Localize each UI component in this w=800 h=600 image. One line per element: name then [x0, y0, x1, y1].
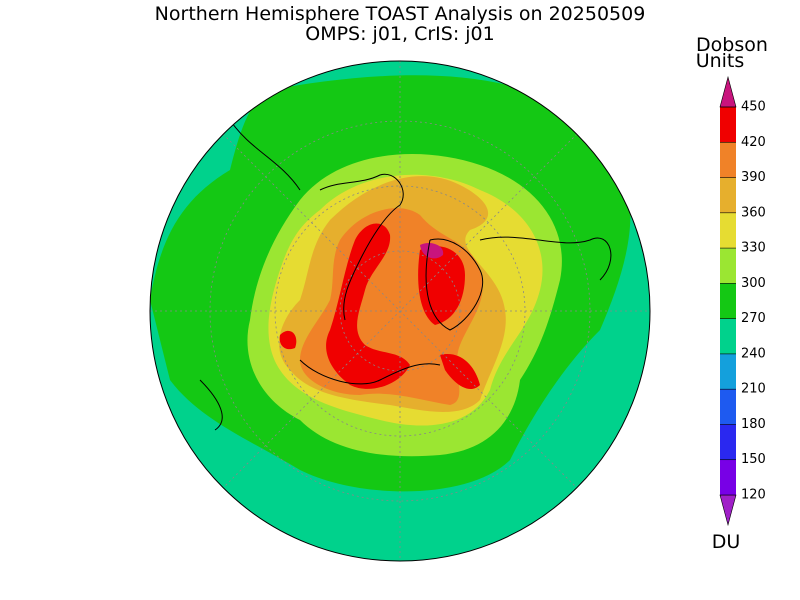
colorbar-segment — [720, 389, 736, 425]
colorbar: 120 150 180 210 240 270 300 330 360 390 420 450 — [719, 75, 766, 527]
colorbar-extend-low — [719, 494, 737, 527]
colorbar-tick-label: 390 — [741, 170, 766, 185]
colorbar-segment — [720, 459, 736, 495]
colorbar-segment — [720, 424, 736, 460]
colorbar-segment — [720, 212, 736, 249]
colorbar-segment — [720, 107, 736, 143]
colorbar-segment — [720, 353, 736, 390]
colorbar-tick-label: 240 — [741, 346, 766, 361]
colorbar-tick-label: 360 — [741, 205, 766, 220]
coastlines — [199, 119, 612, 431]
colorbar-unit: DU — [712, 531, 741, 553]
colorbar-title: Dobson — [696, 34, 768, 56]
colorbar-segment — [720, 318, 736, 354]
map-subtitle: OMPS: j01, CrIS: j01 — [305, 23, 494, 45]
colorbar-tick-label: 210 — [741, 382, 766, 397]
colorbar-tick-label: 180 — [741, 417, 766, 432]
colorbar-segment — [720, 177, 736, 213]
field-band — [279, 223, 480, 390]
colorbar-segment — [720, 248, 736, 284]
colorbar-tick-label: 330 — [741, 241, 766, 256]
colorbar-tick-label: 450 — [741, 100, 766, 115]
map-title: Northern Hemisphere TOAST Analysis on 20… — [155, 3, 646, 25]
field-band — [420, 243, 444, 259]
colorbar-tick-label: 420 — [741, 135, 766, 150]
colorbar-tick-label: 150 — [741, 452, 766, 467]
colorbar-tick-label: 120 — [741, 488, 766, 503]
colorbar-segment — [720, 142, 736, 178]
graticule — [150, 61, 650, 561]
ozone-field — [150, 61, 650, 561]
colorbar-tick-label: 300 — [741, 276, 766, 291]
colorbar-segment — [720, 283, 736, 319]
colorbar-title: Units — [696, 50, 745, 72]
map-border — [149, 60, 651, 562]
colorbar-extend-high — [719, 75, 737, 108]
colorbar-tick-label: 270 — [741, 311, 766, 326]
